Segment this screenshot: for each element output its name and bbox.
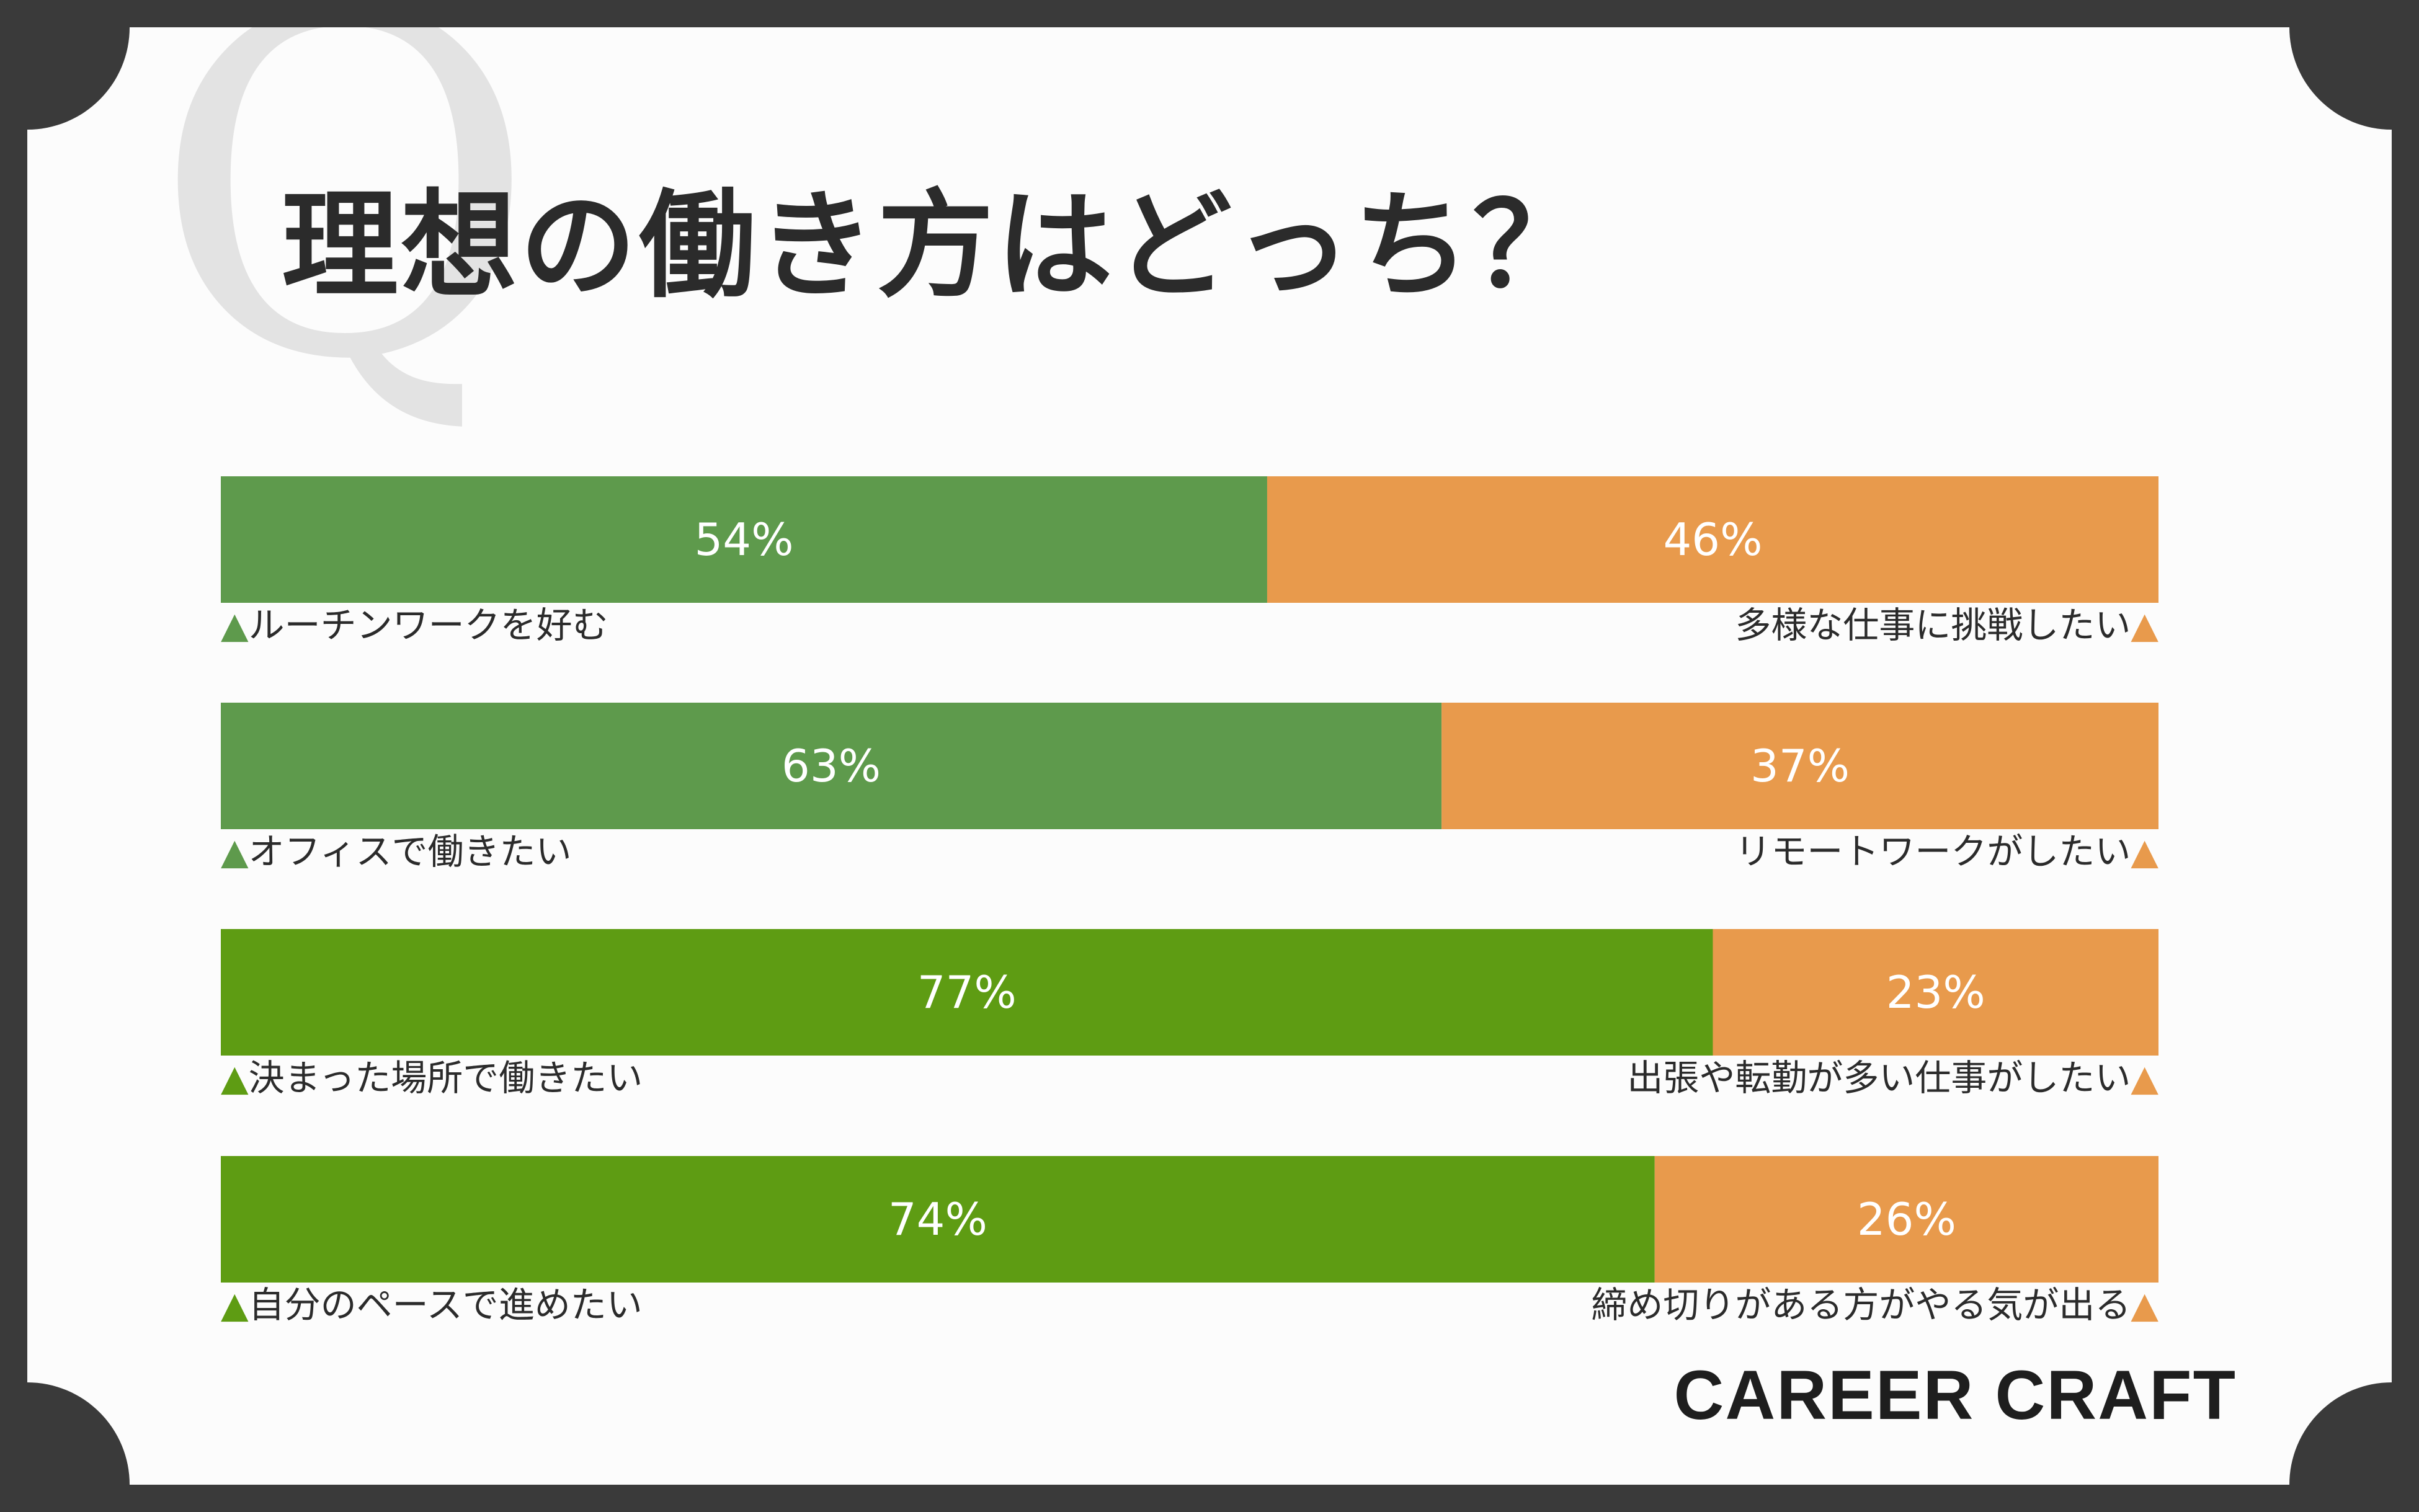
bar-value-label-left: 74% (888, 1193, 987, 1245)
bar-segment-right (1654, 1156, 2158, 1283)
bar-value-label-right: 23% (1886, 966, 1985, 1018)
option-label-left-text: 決まった場所で働きたい (249, 1057, 643, 1099)
triangle-marker-right: ▲ (2131, 604, 2158, 646)
option-label-left-text: ルーチンワークを好む (249, 604, 608, 646)
option-label-left-text: オフィスで働きたい (249, 830, 572, 873)
option-label-left: ▲オフィスで働きたい (221, 830, 571, 873)
chart-title: 理想の働き方はどっち？ (282, 178, 1592, 314)
bar-value-label-right: 46% (1663, 514, 1762, 566)
bar-value-label-right: 26% (1857, 1193, 1956, 1245)
bar-segment-right (1713, 929, 2158, 1056)
bar-value-label-right: 37% (1750, 740, 1850, 792)
option-label-left-text: 自分のペースで進めたい (249, 1284, 643, 1326)
option-label-right: 出張や転勤が多い仕事がしたい▲ (1627, 1057, 2158, 1099)
bar-segment-left (221, 929, 1713, 1056)
option-label-right-text: リモートワークがしたい (1735, 830, 2131, 873)
triangle-marker-left: ▲ (221, 604, 249, 646)
option-label-right-text: 締め切りがある方がやる気が出る (1591, 1284, 2131, 1326)
option-label-left: ▲自分のペースで進めたい (221, 1284, 643, 1326)
bar-segment-left (221, 1156, 1655, 1283)
triangle-marker-left: ▲ (221, 830, 249, 873)
q-watermark: Q (151, 27, 538, 463)
option-label-right-text: 多様な仕事に挑戦したい (1735, 604, 2131, 646)
option-label-right-text: 出張や転勤が多い仕事がしたい (1627, 1057, 2131, 1099)
triangle-marker-left: ▲ (221, 1284, 249, 1326)
bar-segment-left (221, 476, 1267, 603)
bar-value-label-left: 54% (694, 514, 793, 566)
triangle-marker-right: ▲ (2131, 830, 2158, 873)
bar-segment-left (221, 703, 1442, 829)
option-label-right: リモートワークがしたい▲ (1735, 830, 2158, 873)
bar-value-label-left: 77% (917, 966, 1017, 1018)
bar-value-label-left: 63% (782, 740, 881, 792)
stacked-bar-chart: 54% 46%▲ルーチンワークを好む 多様な仕事に挑戦したい▲63% 37%▲オフィス… (221, 476, 2158, 1326)
triangle-marker-right: ▲ (2131, 1284, 2158, 1326)
bar-segment-right (1441, 703, 2158, 829)
triangle-marker-right: ▲ (2131, 1057, 2158, 1099)
option-label-right: 締め切りがある方がやる気が出る▲ (1591, 1284, 2158, 1326)
bar-segment-right (1267, 476, 2158, 603)
triangle-marker-left: ▲ (221, 1057, 249, 1099)
slide-card: Q 理想の働き方はどっち？ 54% 46% ▲ルーチンワークを好む 多様な仕事に挑戦し… (27, 27, 2392, 1485)
option-label-right: 多様な仕事に挑戦したい▲ (1735, 604, 2158, 646)
option-label-left: ▲決まった場所で働きたい (221, 1057, 643, 1099)
option-label-left: ▲ルーチンワークを好む (221, 604, 608, 646)
career-craft-logo: CAREER CRAFT (1673, 1356, 2237, 1434)
